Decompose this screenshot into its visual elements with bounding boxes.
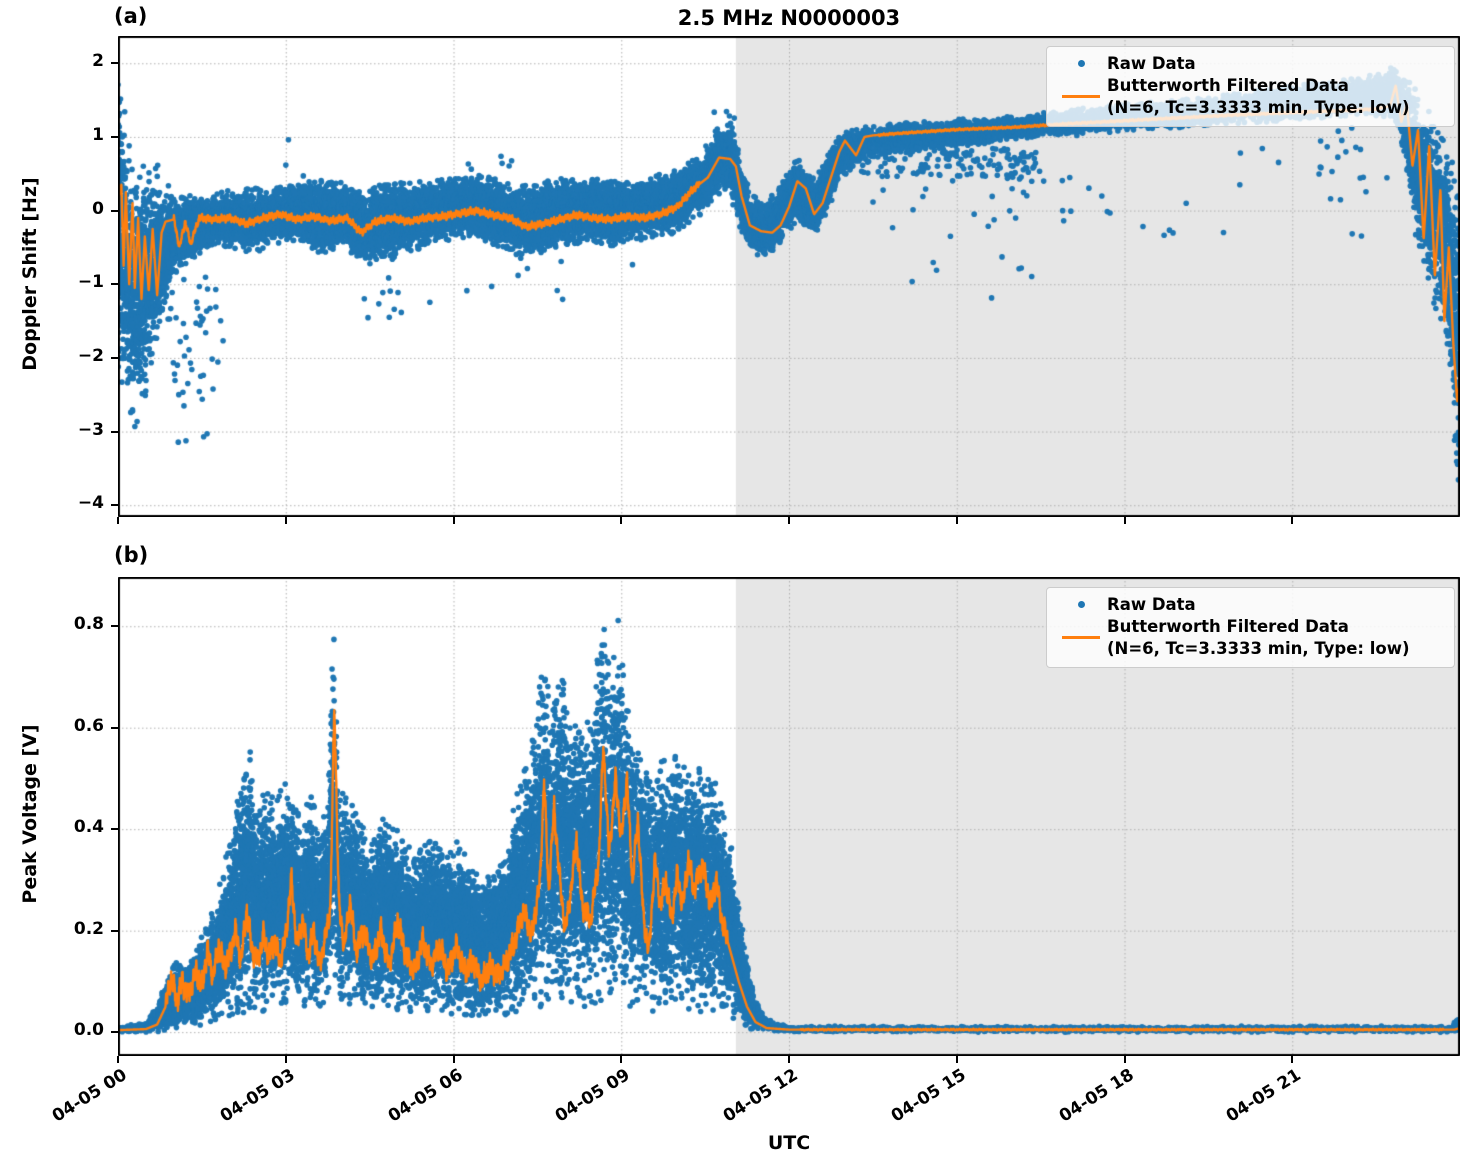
x-tick-label: 04-05 18 [1055, 1065, 1138, 1127]
legend-raw-row: Raw Data [1055, 594, 1446, 615]
legend-filtered-label: Butterworth Filtered Data [1107, 76, 1349, 96]
legend-filtered-row: Butterworth Filtered Data (N=6, Tc=3.3333… [1055, 75, 1446, 118]
panel-label-a: (a) [114, 4, 148, 28]
x-tick [117, 517, 119, 524]
y-tick-label: 0 [92, 198, 104, 219]
plot-title: 2.5 MHz N0000003 [677, 6, 901, 30]
x-tick [1291, 1056, 1294, 1063]
x-tick [117, 1056, 119, 1063]
y-tick-label: 0.8 [73, 614, 104, 635]
y-tick [111, 504, 118, 507]
y-tick-label: −3 [77, 419, 104, 440]
y-tick [111, 62, 118, 65]
legend-raw-row: Raw Data [1055, 53, 1446, 74]
y-tick-label: 0.6 [73, 715, 104, 736]
y-tick-label: −4 [77, 493, 104, 514]
legend-filtered-text: Butterworth Filtered Data (N=6, Tc=3.3333… [1107, 75, 1410, 118]
x-tick [1291, 517, 1294, 524]
y-tick-label: −1 [77, 272, 104, 293]
y-tick [111, 356, 118, 359]
y-tick [111, 283, 118, 286]
legend-marker-cell [1055, 601, 1107, 609]
y-tick [111, 1031, 118, 1034]
x-tick-label: 04-05 09 [552, 1065, 634, 1127]
x-tick [452, 517, 455, 524]
x-tick-label: 04-05 06 [384, 1065, 467, 1127]
y-tick [111, 726, 118, 729]
x-tick-label: 04-05 15 [887, 1065, 970, 1127]
panel-label-b: (b) [114, 543, 149, 567]
legend-filtered-sublabel: (N=6, Tc=3.3333 min, Type: low) [1107, 97, 1410, 117]
legend-filtered-text: Butterworth Filtered Data (N=6, Tc=3.3333… [1107, 616, 1410, 659]
y-tick [111, 135, 118, 138]
y-tick-label: 1 [92, 124, 104, 145]
x-tick [788, 1056, 790, 1063]
x-tick [284, 1056, 287, 1063]
x-tick [452, 1056, 455, 1063]
legend-filtered-row: Butterworth Filtered Data (N=6, Tc=3.3333… [1055, 616, 1446, 659]
y-tick [111, 929, 118, 932]
x-tick [955, 1056, 958, 1063]
y-tick-label: 0.2 [73, 918, 104, 939]
x-axis-label: UTC [767, 1132, 811, 1154]
legend-filtered-label: Butterworth Filtered Data [1107, 617, 1349, 637]
y-tick [111, 828, 118, 831]
x-tick-label: 04-05 12 [719, 1065, 802, 1127]
filtered-line-icon [1062, 636, 1100, 640]
legend-marker-cell [1055, 60, 1107, 68]
y-tick [111, 209, 118, 212]
legend-raw-label: Raw Data [1107, 54, 1196, 73]
raw-data-dot-icon [1077, 601, 1085, 609]
x-tick [1123, 1056, 1126, 1063]
y-axis-label-voltage: Peak Voltage [V] [19, 724, 41, 904]
y-tick-label: −2 [77, 345, 104, 366]
y-tick-label: 0.0 [73, 1020, 104, 1041]
legend-filtered-sublabel: (N=6, Tc=3.3333 min, Type: low) [1107, 638, 1410, 658]
y-tick-label: 0.4 [73, 817, 104, 838]
legend-doppler: Raw Data Butterworth Filtered Data (N=6, … [1046, 46, 1455, 128]
x-tick [620, 1056, 623, 1063]
filtered-line-icon [1062, 95, 1100, 99]
x-tick [1123, 517, 1126, 524]
legend-marker-cell [1055, 95, 1107, 99]
x-tick [955, 517, 958, 524]
x-tick [284, 517, 287, 524]
legend-marker-cell [1055, 636, 1107, 640]
legend-voltage: Raw Data Butterworth Filtered Data (N=6, … [1046, 587, 1455, 669]
legend-raw-label: Raw Data [1107, 595, 1196, 614]
y-tick-label: 2 [92, 51, 104, 72]
y-tick [111, 625, 118, 628]
raw-data-dot-icon [1077, 60, 1085, 68]
x-tick-label: 04-05 03 [216, 1065, 299, 1127]
x-tick-label: 04-05 00 [48, 1065, 131, 1127]
x-tick [620, 517, 623, 524]
y-tick [111, 430, 118, 433]
y-axis-label-doppler: Doppler Shift [Hz] [19, 177, 41, 371]
x-tick [788, 517, 790, 524]
x-tick-label: 04-05 21 [1223, 1065, 1305, 1127]
